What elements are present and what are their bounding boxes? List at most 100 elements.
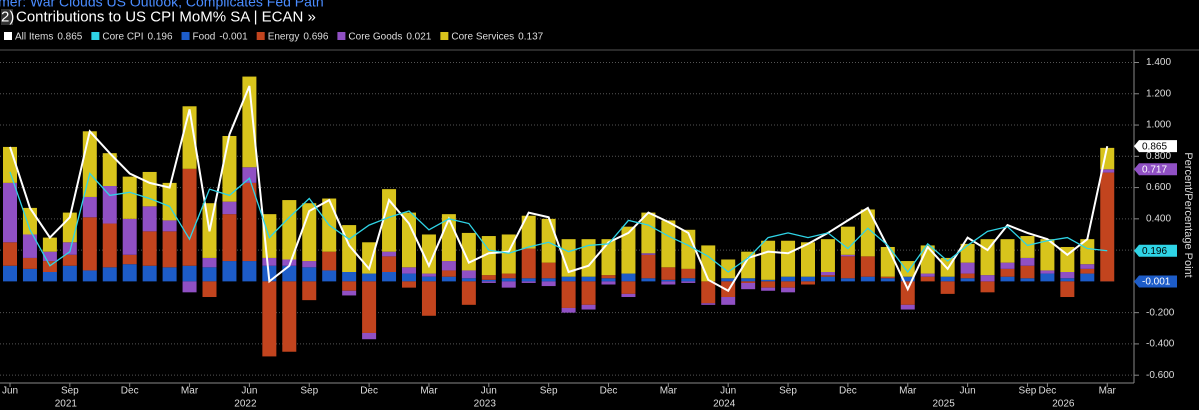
y-tick-label: -0.200 bbox=[1146, 307, 1175, 318]
legend-entry: Energy 0.696 bbox=[268, 31, 329, 42]
bar-segment bbox=[840, 226, 855, 255]
bar-segment bbox=[142, 265, 157, 282]
bar-segment bbox=[840, 278, 855, 282]
legend-swatch bbox=[256, 32, 265, 40]
bar-segment bbox=[820, 239, 835, 272]
chart-title: Contributions to US CPI MoM% SA | ECAN » bbox=[16, 8, 316, 25]
value-badge bbox=[1134, 140, 1177, 153]
x-tick-label: Dec bbox=[1039, 386, 1057, 397]
bar-segment bbox=[940, 281, 955, 294]
bar-segment bbox=[561, 281, 576, 308]
x-tick-label: Jun bbox=[481, 386, 497, 397]
bar-segment bbox=[1000, 239, 1015, 263]
menu-number[interactable]: 2) bbox=[1, 8, 14, 25]
value-badge-label: 0.196 bbox=[1142, 246, 1167, 257]
legend-name: Core Goods bbox=[348, 31, 402, 42]
bar-segment bbox=[222, 214, 237, 262]
y-tick-label: 0.800 bbox=[1146, 151, 1171, 162]
bar-segment bbox=[581, 276, 596, 282]
bar-segment bbox=[22, 234, 37, 258]
bar-segment bbox=[621, 226, 636, 274]
bar-segment bbox=[182, 265, 197, 282]
value-badge-label: 0.717 bbox=[1142, 164, 1167, 175]
bar-segment bbox=[681, 281, 696, 283]
bar-segment bbox=[481, 279, 496, 282]
bar-segment bbox=[661, 281, 676, 285]
bar-segment bbox=[920, 273, 935, 277]
bar-segment bbox=[781, 276, 796, 282]
bar-segment bbox=[262, 281, 277, 357]
bar-segment bbox=[641, 254, 656, 279]
bar-segment bbox=[1000, 276, 1015, 282]
legend-name: Energy bbox=[268, 31, 300, 42]
bar-segment bbox=[182, 168, 197, 266]
bar-segment bbox=[162, 231, 177, 268]
bar-segment bbox=[1100, 172, 1115, 282]
bar-segment bbox=[900, 304, 915, 310]
bar-segment bbox=[102, 223, 117, 268]
bar-segment bbox=[761, 279, 776, 282]
bar-segment bbox=[641, 212, 656, 254]
value-badge bbox=[1134, 244, 1177, 257]
legend-name: Core Services bbox=[451, 31, 514, 42]
bar-segment bbox=[701, 245, 716, 282]
bar-segment bbox=[382, 256, 397, 272]
value-badge bbox=[1134, 275, 1177, 288]
bar-segment bbox=[1080, 264, 1095, 269]
x-tick-label: Sep bbox=[1019, 386, 1037, 397]
bar-segment bbox=[601, 239, 616, 276]
legend-name: Core CPI bbox=[102, 31, 143, 42]
bar-segment bbox=[801, 276, 815, 282]
bar-segment bbox=[222, 201, 237, 215]
bar-segment bbox=[82, 196, 97, 218]
bar-segment bbox=[960, 262, 975, 274]
bar-segment bbox=[202, 281, 217, 298]
bar-segment bbox=[1020, 236, 1035, 258]
y-tick-label: 0.600 bbox=[1146, 182, 1171, 193]
bar-segment bbox=[721, 297, 736, 305]
legend-value: -0.001 bbox=[219, 31, 248, 42]
bar-segment bbox=[441, 270, 456, 277]
bar-segment bbox=[461, 270, 476, 279]
bar-segment bbox=[701, 281, 716, 304]
bar-segment bbox=[242, 261, 257, 282]
y-tick-label: -0.600 bbox=[1146, 370, 1175, 381]
bar-segment bbox=[960, 273, 975, 279]
bar-segment bbox=[621, 273, 636, 282]
bar-segment bbox=[1020, 257, 1035, 266]
bar-segment bbox=[820, 275, 835, 277]
y-tick-label: 1.000 bbox=[1146, 120, 1171, 131]
bar-segment bbox=[402, 281, 416, 288]
bar-segment bbox=[102, 153, 117, 187]
bar-segment bbox=[880, 276, 895, 279]
bar-segment bbox=[102, 186, 117, 224]
bar-segment bbox=[142, 206, 157, 232]
year-label: 2025 bbox=[933, 399, 956, 410]
bar-segment bbox=[840, 256, 855, 279]
bar-segment bbox=[421, 281, 436, 316]
bar-segment bbox=[501, 278, 516, 282]
bar-segment bbox=[1020, 278, 1035, 282]
legend-entry: Core CPI 0.196 bbox=[102, 31, 173, 42]
x-tick-label: Mar bbox=[181, 386, 199, 397]
bar-segment bbox=[82, 217, 97, 271]
bar-segment bbox=[22, 257, 37, 269]
bar-segment bbox=[820, 276, 835, 282]
bar-segment bbox=[242, 167, 257, 183]
bar-segment bbox=[601, 278, 616, 282]
bar-segment bbox=[342, 281, 357, 291]
bar-segment bbox=[801, 281, 815, 285]
bar-segment bbox=[362, 332, 377, 340]
bar-segment bbox=[801, 242, 815, 277]
bar-segment bbox=[1020, 265, 1035, 279]
bar-segment bbox=[282, 259, 297, 266]
bar-segment bbox=[382, 251, 397, 257]
x-tick-label: Sep bbox=[779, 386, 797, 397]
bar-segment bbox=[282, 200, 297, 260]
bar-segment bbox=[402, 273, 416, 282]
bar-segment bbox=[282, 281, 297, 352]
bar-segment bbox=[521, 281, 536, 283]
bar-segment bbox=[1080, 239, 1095, 265]
bar-segment bbox=[661, 279, 676, 282]
